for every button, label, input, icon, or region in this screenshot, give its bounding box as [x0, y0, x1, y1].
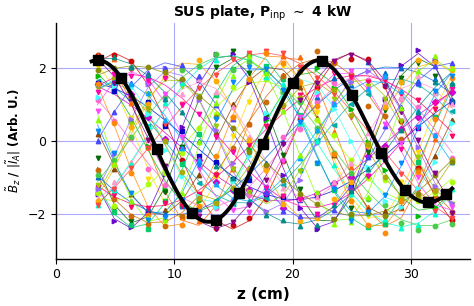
X-axis label: z (cm): z (cm) [237, 287, 289, 302]
Y-axis label: $\tilde{B}_z$ / $|\tilde{I}_A|$ (Arb. U.): $\tilde{B}_z$ / $|\tilde{I}_A|$ (Arb. U.… [4, 89, 22, 193]
Title: SUS plate, P$_{\rm inp}$ $\sim$ 4 kW: SUS plate, P$_{\rm inp}$ $\sim$ 4 kW [173, 4, 353, 24]
